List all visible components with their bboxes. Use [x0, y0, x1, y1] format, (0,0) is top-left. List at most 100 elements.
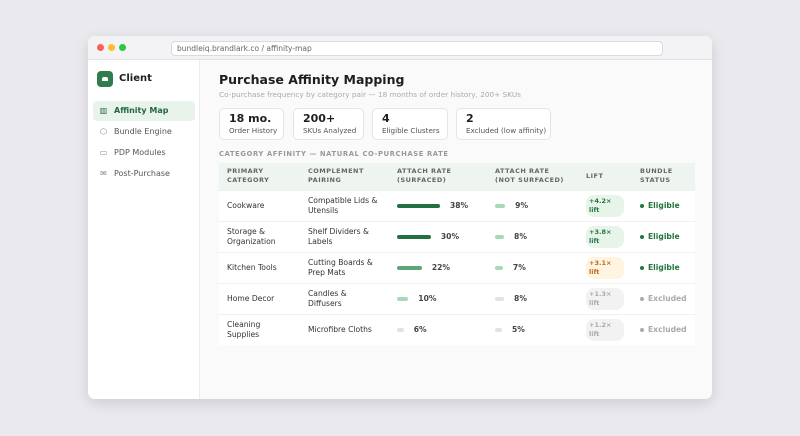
- complement-pairing: Shelf Dividers & Labels: [300, 220, 389, 252]
- table-row[interactable]: Cleaning Supplies Microfibre Cloths 6% 5…: [219, 313, 695, 345]
- table-row[interactable]: Home Decor Candles & Diffusers 10% 8% +1…: [219, 282, 695, 314]
- attach-surfaced-bar: [397, 327, 404, 332]
- attach-not-surfaced-cell: 8%: [487, 282, 578, 314]
- brand: Client: [97, 71, 152, 87]
- status-badge: Eligible: [640, 232, 680, 241]
- lift-cell: +1.3× lift: [578, 282, 632, 314]
- status-dot-icon: [640, 327, 644, 332]
- attach-surfaced-cell: 30%: [389, 220, 487, 252]
- attach-not-surfaced-value: 8%: [514, 293, 527, 303]
- lift-cell: +1.2× lift: [578, 313, 632, 345]
- column-header: ATTACH RATE (SURFACED): [389, 163, 487, 190]
- status-badge: Excluded: [640, 294, 687, 303]
- sidebar-item-label: PDP Modules: [114, 148, 166, 157]
- lift-badge: +1.3× lift: [586, 287, 624, 310]
- attach-not-surfaced-bar: [495, 203, 506, 208]
- attach-surfaced-value: 22%: [431, 262, 451, 272]
- bundle-status-cell: Excluded: [632, 313, 695, 345]
- sidebar-item-label: Affinity Map: [114, 106, 169, 115]
- sidebar-item-affinity-map[interactable]: ▥ Affinity Map: [93, 101, 195, 121]
- status-label: Eligible: [648, 231, 680, 241]
- minimize-window-button[interactable]: [108, 44, 115, 51]
- title-bar: bundleiq.brandlark.co / affinity-map: [88, 36, 712, 60]
- sidebar-item-label: Post-Purchase: [114, 169, 170, 178]
- primary-category: Cleaning Supplies: [219, 313, 300, 345]
- stat-label: Excluded (low affinity): [466, 126, 547, 135]
- complement-pairing: Candles & Diffusers: [300, 282, 389, 314]
- attach-not-surfaced-value: 5%: [512, 324, 525, 334]
- attach-not-surfaced-cell: 7%: [487, 251, 578, 283]
- bundle-status-cell: Eligible: [632, 220, 695, 252]
- attach-surfaced-value: 30%: [440, 231, 460, 241]
- lift-cell: +4.2× lift: [578, 189, 632, 221]
- attach-surfaced-value: 6%: [413, 324, 427, 334]
- stat-card: 4 Eligible Clusters: [372, 108, 448, 140]
- primary-category: Home Decor: [219, 282, 300, 314]
- attach-surfaced-cell: 22%: [389, 251, 487, 283]
- status-label: Eligible: [648, 200, 680, 210]
- status-label: Excluded: [648, 324, 687, 334]
- stat-card: 18 mo. Order History: [219, 108, 284, 140]
- attach-surfaced-bar: [397, 234, 431, 239]
- stat-label: Order History: [229, 126, 278, 135]
- cube-icon: ⬡: [100, 127, 107, 136]
- bundle-status-cell: Eligible: [632, 251, 695, 283]
- address-bar[interactable]: bundleiq.brandlark.co / affinity-map: [171, 41, 663, 56]
- stat-value: 2: [466, 112, 474, 125]
- attach-surfaced-bar: [397, 203, 440, 208]
- stat-value: 200+: [303, 112, 336, 125]
- sidebar-item-pdp-modules[interactable]: ▭ PDP Modules: [93, 143, 195, 163]
- attach-not-surfaced-bar: [495, 327, 502, 332]
- column-header: PRIMARY CATEGORY: [219, 163, 300, 190]
- maximize-window-button[interactable]: [119, 44, 126, 51]
- mail-icon: ✉: [100, 169, 107, 178]
- main-content: Purchase Affinity Mapping Co-purchase fr…: [219, 60, 712, 399]
- brand-name: Client: [119, 73, 152, 84]
- section-label: CATEGORY AFFINITY — NATURAL CO-PURCHASE …: [219, 150, 449, 158]
- lift-badge: +1.2× lift: [586, 318, 624, 341]
- lift-badge: +3.8× lift: [586, 225, 624, 248]
- stat-value: 18 mo.: [229, 112, 272, 125]
- column-header: LIFT: [578, 163, 632, 190]
- monitor-icon: ▭: [99, 148, 108, 157]
- attach-surfaced-cell: 38%: [389, 189, 487, 221]
- primary-category: Kitchen Tools: [219, 251, 300, 283]
- page-subtitle: Co-purchase frequency by category pair —…: [219, 90, 521, 99]
- table-row[interactable]: Kitchen Tools Cutting Boards & Prep Mats…: [219, 251, 695, 283]
- table-row[interactable]: Cookware Compatible Lids & Utensils 38% …: [219, 189, 695, 221]
- status-dot-icon: [640, 296, 644, 301]
- table-row[interactable]: Storage & Organization Shelf Dividers & …: [219, 220, 695, 252]
- map-icon: ▥: [99, 106, 108, 115]
- attach-surfaced-bar: [397, 296, 409, 301]
- status-label: Excluded: [648, 293, 687, 303]
- sidebar: Client ▥ Affinity Map ⬡ Bundle Engine ▭ PDP…: [88, 60, 200, 399]
- status-dot-icon: [640, 265, 644, 270]
- browser-window: bundleiq.brandlark.co / affinity-map Cli…: [88, 36, 712, 399]
- attach-not-surfaced-bar: [495, 265, 503, 270]
- attach-not-surfaced-cell: 8%: [487, 220, 578, 252]
- complement-pairing: Cutting Boards & Prep Mats: [300, 251, 389, 283]
- attach-not-surfaced-bar: [495, 234, 505, 239]
- status-dot-icon: [640, 234, 644, 239]
- lift-cell: +3.1× lift: [578, 251, 632, 283]
- status-badge: Eligible: [640, 201, 680, 210]
- attach-not-surfaced-value: 9%: [515, 200, 529, 210]
- primary-category: Storage & Organization: [219, 220, 300, 252]
- stat-label: SKUs Analyzed: [303, 126, 357, 135]
- status-dot-icon: [640, 203, 644, 208]
- complement-pairing: Microfibre Cloths: [300, 313, 389, 345]
- complement-pairing: Compatible Lids & Utensils: [300, 189, 389, 221]
- sidebar-item-bundle-engine[interactable]: ⬡ Bundle Engine: [93, 122, 195, 142]
- attach-not-surfaced-bar: [495, 296, 505, 301]
- brand-logo-icon: [97, 71, 113, 87]
- bundle-status-cell: Eligible: [632, 189, 695, 221]
- lift-badge: +3.1× lift: [586, 256, 624, 279]
- primary-category: Cookware: [219, 189, 300, 221]
- close-window-button[interactable]: [97, 44, 104, 51]
- lift-cell: +3.8× lift: [578, 220, 632, 252]
- status-badge: Eligible: [640, 263, 680, 272]
- attach-not-surfaced-value: 8%: [514, 231, 527, 241]
- lift-badge: +4.2× lift: [586, 194, 624, 217]
- stat-label: Eligible Clusters: [382, 126, 440, 135]
- sidebar-item-post-purchase[interactable]: ✉ Post-Purchase: [93, 164, 195, 184]
